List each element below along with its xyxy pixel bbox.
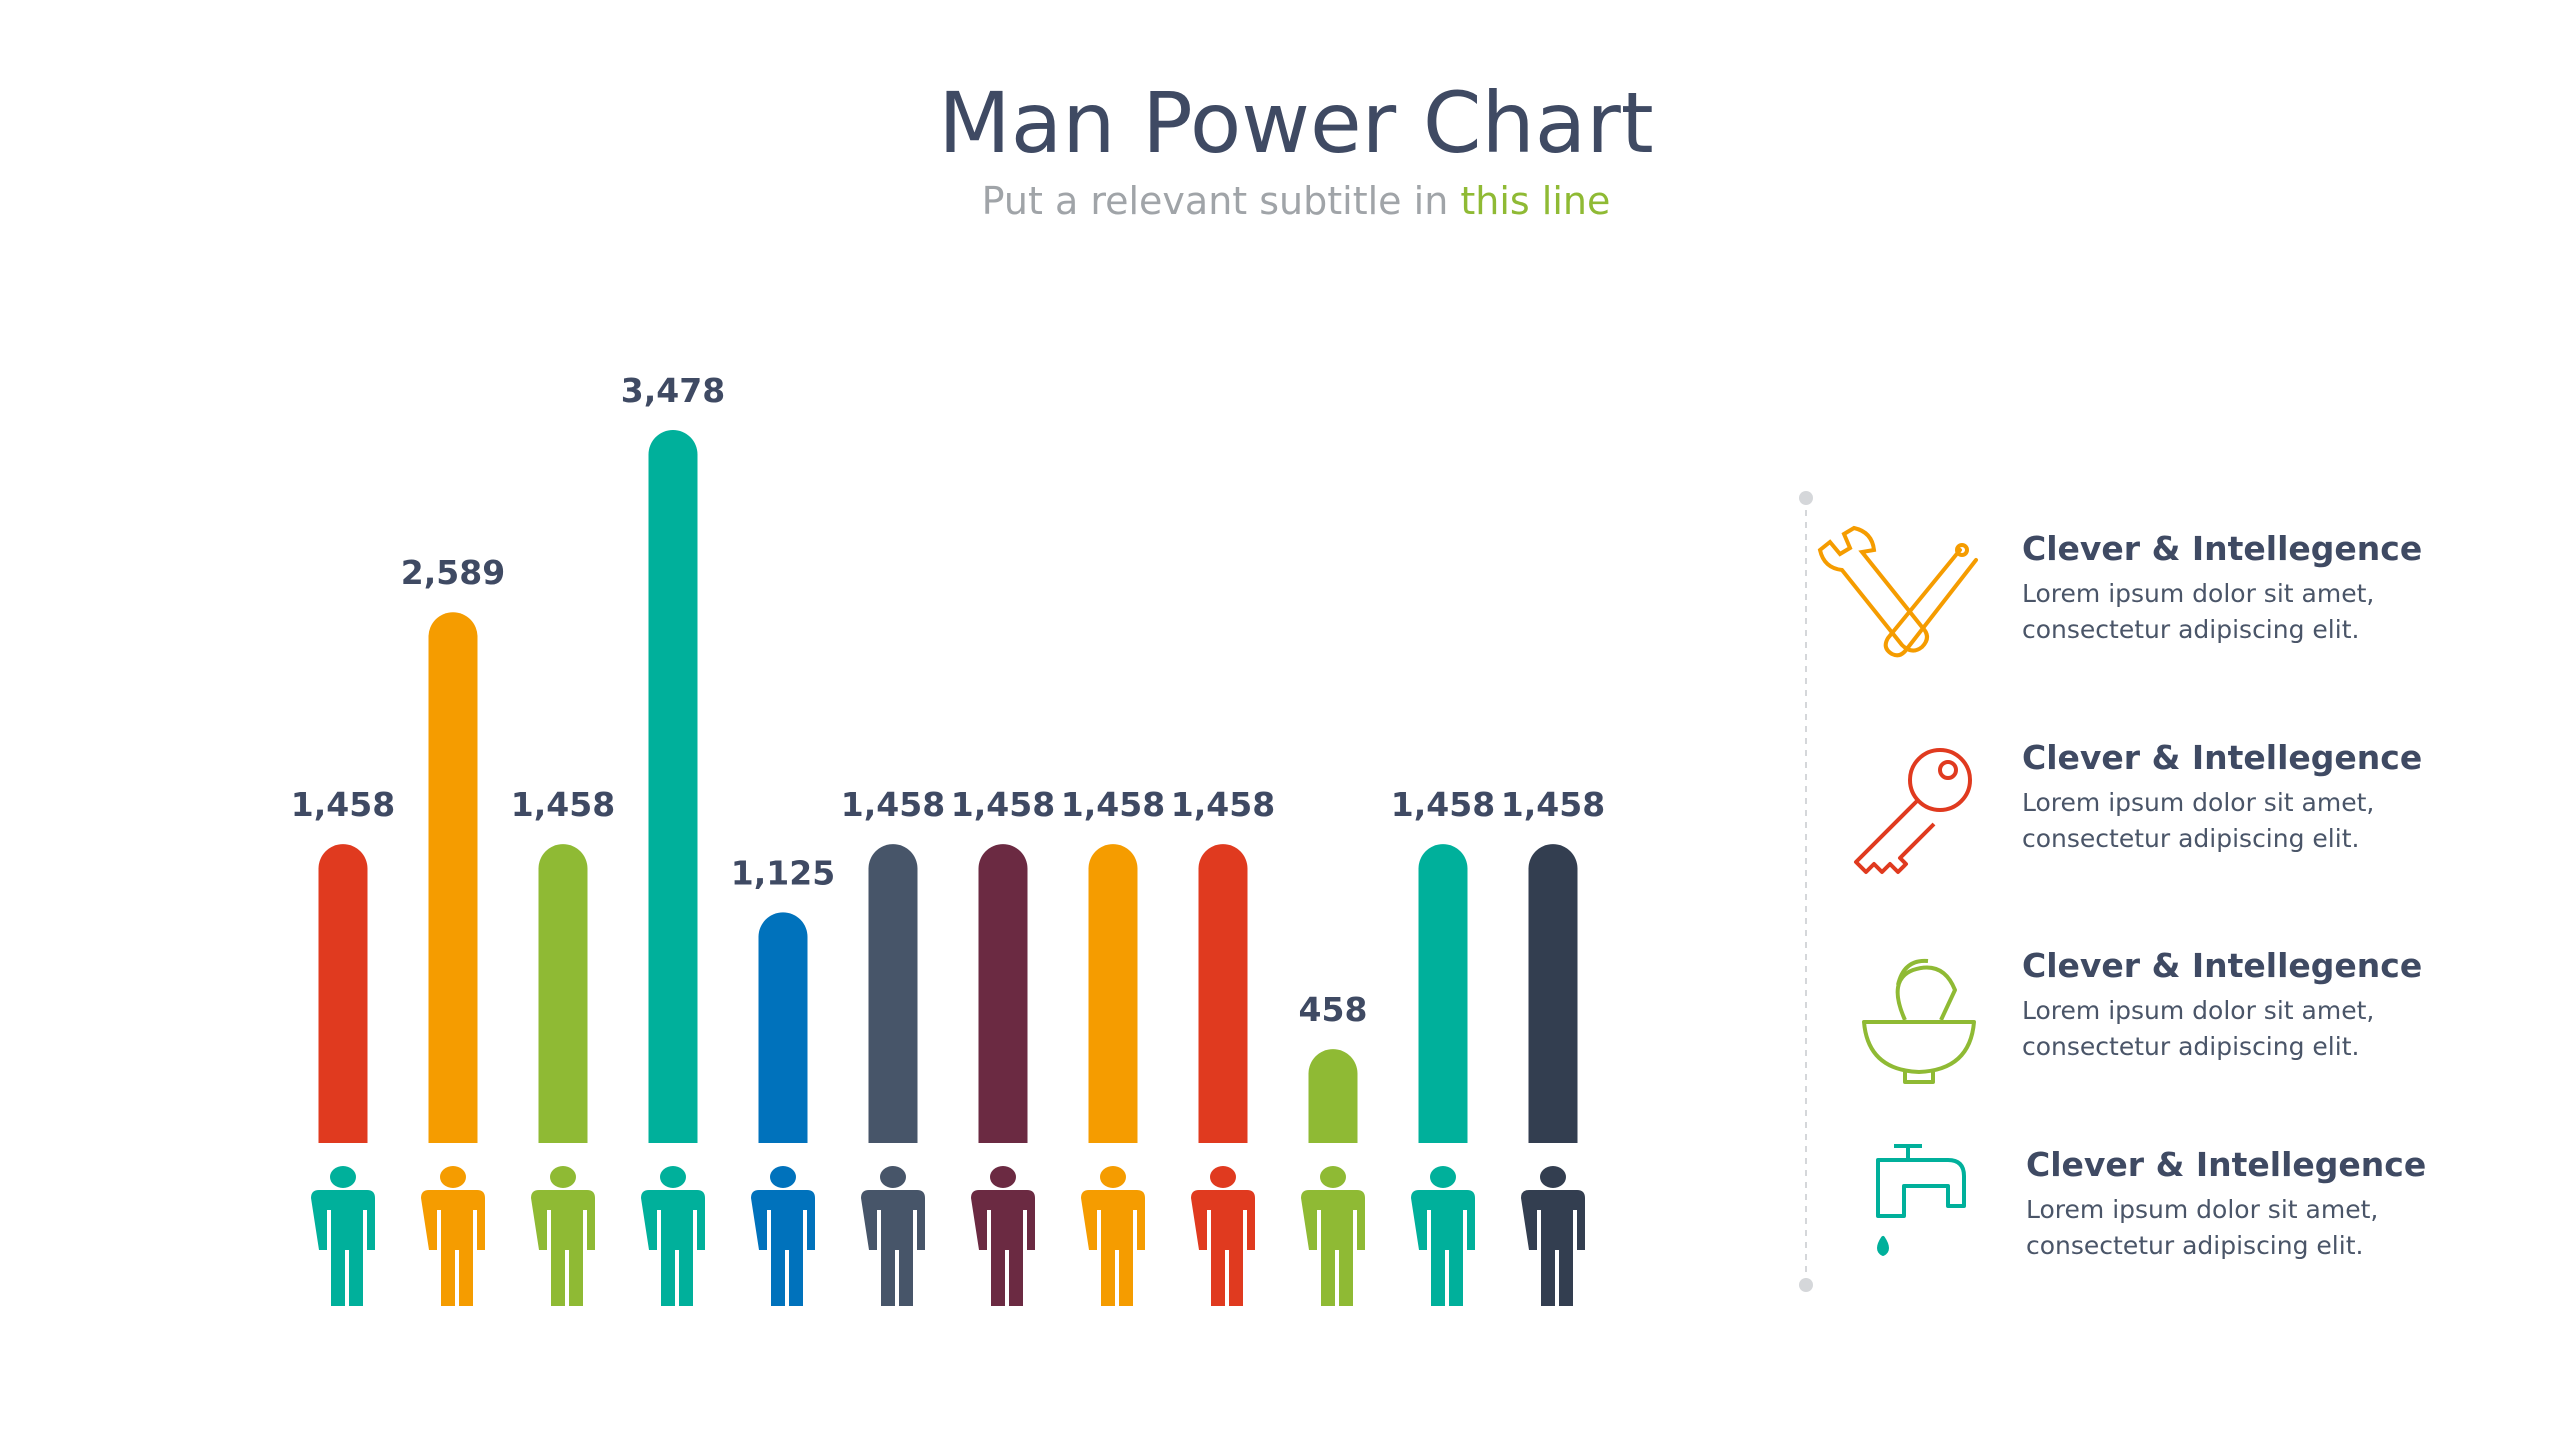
divider-dot	[1799, 1278, 1813, 1292]
person-body	[751, 1190, 815, 1306]
person-body	[641, 1190, 705, 1306]
feature-title: Clever & Intellegence	[2022, 946, 2422, 985]
bar	[978, 844, 1028, 1143]
feature-text: Lorem ipsum dolor sit amet,	[2022, 788, 2374, 817]
tools-icon	[1817, 525, 1978, 658]
person-icon	[971, 1166, 1035, 1306]
feature-title: Clever & Intellegence	[2022, 738, 2422, 777]
feature-text: consectetur adipiscing elit.	[2022, 824, 2359, 853]
value-label: 1,458	[1061, 785, 1165, 824]
bar	[428, 612, 478, 1143]
value-label: 458	[1299, 990, 1368, 1029]
feature-text: consectetur adipiscing elit.	[2026, 1231, 2363, 1260]
bar	[1528, 844, 1578, 1143]
person-head	[550, 1166, 576, 1188]
divider-dot	[1799, 491, 1813, 505]
person-icon	[531, 1166, 595, 1306]
value-label: 1,125	[731, 853, 835, 892]
value-label: 3,478	[621, 371, 725, 410]
bar	[648, 429, 698, 1143]
bar	[1198, 844, 1248, 1143]
person-body	[421, 1190, 485, 1306]
person-body	[531, 1190, 595, 1306]
value-label: 2,589	[401, 553, 505, 592]
bar	[318, 844, 368, 1143]
person-icon	[751, 1166, 815, 1306]
person-body	[311, 1190, 375, 1306]
juicer-icon	[1862, 958, 1976, 1084]
value-label: 1,458	[1501, 785, 1605, 824]
person-icon	[1301, 1166, 1365, 1306]
person-head	[990, 1166, 1016, 1188]
person-icon	[1081, 1166, 1145, 1306]
person-icon	[861, 1166, 925, 1306]
subtitle: Put a relevant subtitle in this line	[982, 179, 1611, 223]
feature-title: Clever & Intellegence	[2026, 1145, 2426, 1184]
feature-title: Clever & Intellegence	[2022, 529, 2422, 568]
bar	[1418, 844, 1468, 1143]
person-head	[1210, 1166, 1236, 1188]
person-head	[330, 1166, 356, 1188]
person-icon	[311, 1166, 375, 1306]
feature-text: consectetur adipiscing elit.	[2022, 615, 2359, 644]
person-body	[1411, 1190, 1475, 1306]
person-icon	[641, 1166, 705, 1306]
person-head	[1100, 1166, 1126, 1188]
bar	[1088, 844, 1138, 1143]
chart-title: Man Power Chart	[938, 74, 1653, 172]
value-label: 1,458	[841, 785, 945, 824]
subtitle-part: Put a relevant subtitle in	[982, 179, 1461, 223]
bar	[758, 912, 808, 1143]
feature-text: consectetur adipiscing elit.	[2022, 1032, 2359, 1061]
person-body	[971, 1190, 1035, 1306]
value-label: 1,458	[511, 785, 615, 824]
person-head	[770, 1166, 796, 1188]
person-icon	[1411, 1166, 1475, 1306]
person-body	[1191, 1190, 1255, 1306]
person-head	[660, 1166, 686, 1188]
value-label: 1,458	[291, 785, 395, 824]
feature-text: Lorem ipsum dolor sit amet,	[2022, 579, 2374, 608]
person-head	[440, 1166, 466, 1188]
person-body	[861, 1190, 925, 1306]
person-body	[1081, 1190, 1145, 1306]
person-body	[1301, 1190, 1365, 1306]
person-head	[1540, 1166, 1566, 1188]
bar	[538, 844, 588, 1143]
person-icon	[1521, 1166, 1585, 1306]
bar	[868, 844, 918, 1143]
feature-text: Lorem ipsum dolor sit amet,	[2026, 1195, 2378, 1224]
value-label: 1,458	[1391, 785, 1495, 824]
feature-list: Clever & Intellegence Lorem ipsum dolor s…	[2022, 529, 2426, 1260]
subtitle-highlight: this line	[1460, 179, 1610, 223]
person-icon	[1191, 1166, 1255, 1306]
value-label: 1,458	[951, 785, 1055, 824]
person-head	[1320, 1166, 1346, 1188]
value-label: 1,458	[1171, 785, 1275, 824]
person-icon	[421, 1166, 485, 1306]
person-head	[880, 1166, 906, 1188]
bar	[1308, 1049, 1358, 1143]
faucet-icon	[1876, 1144, 1966, 1256]
person-body	[1521, 1190, 1585, 1306]
feature-text: Lorem ipsum dolor sit amet,	[2022, 996, 2374, 1025]
person-head	[1430, 1166, 1456, 1188]
key-icon	[1854, 748, 1972, 874]
